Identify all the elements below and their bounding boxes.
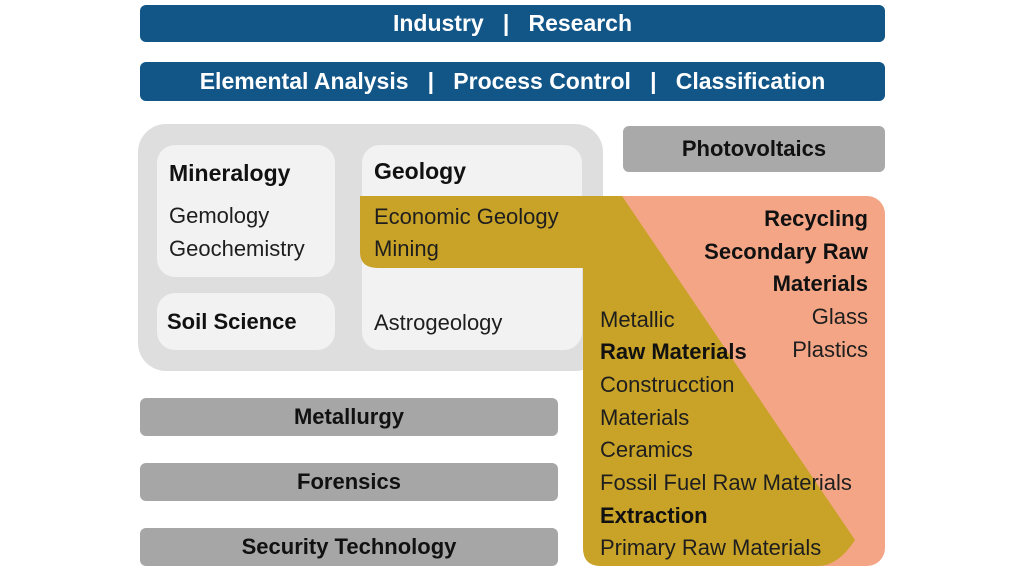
- raw-materials-region: [360, 196, 855, 566]
- gemology-label: Gemology: [169, 203, 270, 228]
- geology-title: Geology: [374, 158, 467, 184]
- economic-geology-label: Economic Geology: [374, 204, 559, 229]
- security-technology-box: Security Technology: [140, 528, 558, 566]
- mining-label: Mining: [374, 236, 439, 261]
- header-bar-industry-research: Industry | Research: [140, 5, 885, 42]
- construction-label: Construcction: [600, 372, 735, 397]
- security-technology-label: Security Technology: [241, 534, 457, 559]
- metallic-label: Metallic: [600, 307, 675, 332]
- forensics-label: Forensics: [297, 469, 401, 494]
- glass-label: Glass: [811, 304, 868, 329]
- secondary-materials-label: Materials: [772, 271, 868, 296]
- soil-science-box: [157, 293, 335, 350]
- metallurgy-label: Metallurgy: [293, 404, 405, 429]
- ceramics-label: Ceramics: [600, 437, 693, 462]
- astrogeology-label: Astrogeology: [374, 310, 503, 335]
- primary-raw-materials-label: Primary Raw Materials: [600, 535, 822, 560]
- mineralogy-title: Mineralogy: [169, 160, 291, 186]
- extraction-title: Extraction: [600, 503, 708, 528]
- metallurgy-box: Metallurgy: [140, 398, 558, 436]
- mineralogy-box: [157, 145, 335, 277]
- secondary-raw-label: Secondary Raw: [704, 239, 868, 264]
- soil-science-title: Soil Science: [167, 309, 297, 334]
- photovoltaics-box: Photovoltaics: [623, 126, 885, 172]
- header-bar-analysis-types: Elemental Analysis | Process Control | C…: [140, 62, 885, 101]
- photovoltaics-label: Photovoltaics: [681, 136, 827, 161]
- raw-materials-title: Raw Materials: [600, 339, 747, 364]
- fossil-fuel-label: Fossil Fuel Raw Materials: [600, 470, 852, 495]
- forensics-box: Forensics: [140, 463, 558, 501]
- geochemistry-label: Geochemistry: [169, 236, 305, 261]
- recycling-title: Recycling: [764, 206, 868, 231]
- plastics-label: Plastics: [792, 337, 868, 362]
- materials-label: Materials: [600, 405, 690, 430]
